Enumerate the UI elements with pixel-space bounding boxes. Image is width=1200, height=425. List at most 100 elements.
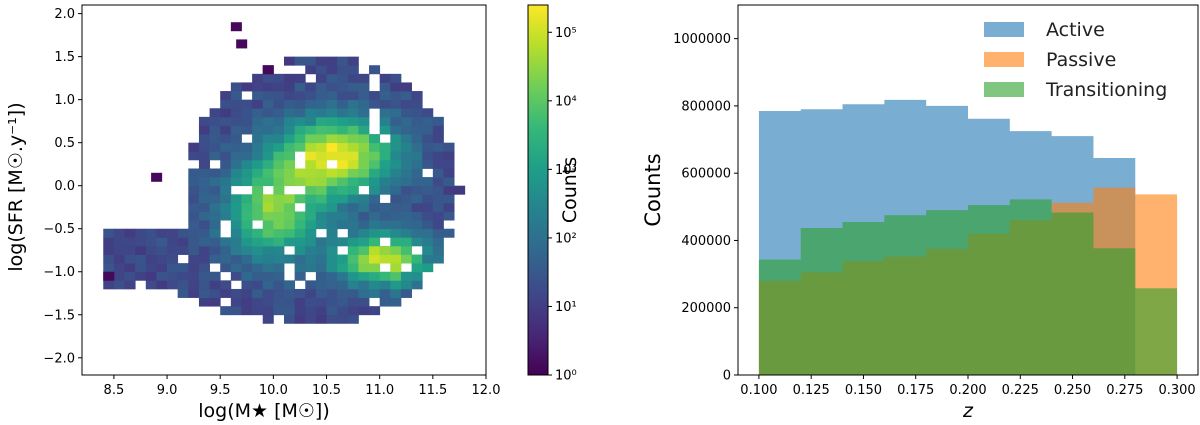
- heatmap-bin: [230, 82, 242, 92]
- heatmap-bin: [369, 91, 381, 101]
- heatmap-bin: [358, 245, 370, 255]
- heatmap-bin: [337, 125, 349, 135]
- heatmap-bin: [390, 142, 402, 152]
- heatmap-bin: [220, 306, 232, 316]
- heatmap-bin: [411, 237, 423, 247]
- heatmap-bin: [411, 185, 423, 195]
- heatmap-bin: [209, 297, 221, 307]
- heatmap-bin: [347, 73, 359, 83]
- heatmap-bin: [198, 297, 210, 307]
- heatmap-bin: [145, 228, 157, 238]
- heatmap-bin: [230, 254, 242, 264]
- heatmap-bin: [305, 185, 317, 195]
- heatmap-bin: [188, 168, 200, 178]
- heatmap-bin: [315, 151, 327, 161]
- heatmap-bin: [198, 228, 210, 238]
- heatmap-bin: [145, 254, 157, 264]
- heatmap-bin: [230, 202, 242, 212]
- heatmap-bin: [337, 280, 349, 290]
- heatmap-bin: [273, 237, 285, 247]
- heatmap-bin: [273, 116, 285, 126]
- x-tick-label: 0.175: [897, 383, 934, 398]
- heatmap-bin: [315, 91, 327, 101]
- heatmap-bin: [379, 73, 391, 83]
- heatmap-bin: [315, 56, 327, 66]
- heatmap-bin: [294, 56, 306, 66]
- heatmap-bin: [262, 271, 274, 281]
- heatmap-bin: [230, 142, 242, 152]
- heatmap-bin: [315, 73, 327, 83]
- heatmap-bin: [411, 151, 423, 161]
- heatmap-bin: [252, 185, 264, 195]
- heatmap-bin: [167, 271, 179, 281]
- heatmap-bin: [252, 263, 264, 273]
- heatmap-bin: [358, 108, 370, 118]
- heatmap-bin: [315, 306, 327, 316]
- heatmap-bin: [379, 82, 391, 92]
- heatmap-bin: [198, 116, 210, 126]
- heatmap-bin: [315, 168, 327, 178]
- heatmap-bin: [390, 177, 402, 187]
- heatmap-bin: [273, 297, 285, 307]
- heatmap-bin: [326, 168, 338, 178]
- heatmap-bin: [262, 194, 274, 204]
- heatmap-bin: [252, 177, 264, 187]
- heatmap-bin: [432, 125, 444, 135]
- heatmap-bin: [358, 159, 370, 169]
- heatmap-bin: [294, 228, 306, 238]
- heatmap-bin: [113, 263, 125, 273]
- heatmap-bin: [369, 65, 381, 75]
- colorbar-tick-label: 10⁰: [555, 369, 577, 384]
- heatmap-bin: [315, 177, 327, 187]
- heatmap-bin: [305, 194, 317, 204]
- heatmap-bin: [443, 168, 455, 178]
- heatmap-bin: [379, 280, 391, 290]
- heatmap-bin: [284, 73, 296, 83]
- heatmap-bin: [284, 125, 296, 135]
- heatmap-bin: [369, 254, 381, 264]
- heatmap-bin: [305, 56, 317, 66]
- heatmap-bin: [188, 263, 200, 273]
- heatmap-bin: [124, 254, 136, 264]
- heatmap-bin: [315, 116, 327, 126]
- heatmap-bin: [379, 91, 391, 101]
- heatmap-bin: [390, 99, 402, 109]
- heatmap-bin: [369, 288, 381, 298]
- heatmap-bin: [167, 228, 179, 238]
- histogram-series-transitioning: [758, 199, 1178, 375]
- colorbar-tick-label: 10²: [555, 231, 577, 246]
- heatmap-bin: [294, 306, 306, 316]
- heatmap-bin: [315, 263, 327, 273]
- heatmap-bin: [230, 134, 242, 144]
- heatmap-bin: [422, 142, 434, 152]
- heatmap-bin: [294, 314, 306, 324]
- heatmap-bin: [326, 108, 338, 118]
- heatmap-bin: [315, 245, 327, 255]
- heatmap-bin: [411, 263, 423, 273]
- heatmap-y-axis-label: log(SFR [M☉.y⁻¹]): [5, 102, 27, 271]
- heatmap-bin: [262, 116, 274, 126]
- heatmap-bin: [230, 220, 242, 230]
- heatmap-bin: [209, 220, 221, 230]
- heatmap-bin: [369, 271, 381, 281]
- x-tick-label: 9.5: [210, 383, 231, 398]
- heatmap-bin: [326, 56, 338, 66]
- heatmap-bin: [262, 297, 274, 307]
- heatmap-bin: [188, 228, 200, 238]
- heatmap-bin: [337, 134, 349, 144]
- y-tick-label: 400000: [681, 234, 731, 249]
- heatmap-bin: [358, 116, 370, 126]
- heatmap-bin: [252, 280, 264, 290]
- heatmap-bin: [145, 245, 157, 255]
- y-tick-label: 0: [723, 369, 731, 384]
- heatmap-bin: [252, 228, 264, 238]
- heatmap-bin: [390, 271, 402, 281]
- heatmap-bin: [369, 159, 381, 169]
- heatmap-bin: [390, 263, 402, 273]
- heatmap-bin: [305, 151, 317, 161]
- heatmap-bin: [422, 151, 434, 161]
- heatmap-bin: [305, 297, 317, 307]
- heatmap-bin: [379, 271, 391, 281]
- heatmap-bin: [188, 288, 200, 298]
- heatmap-bin: [294, 116, 306, 126]
